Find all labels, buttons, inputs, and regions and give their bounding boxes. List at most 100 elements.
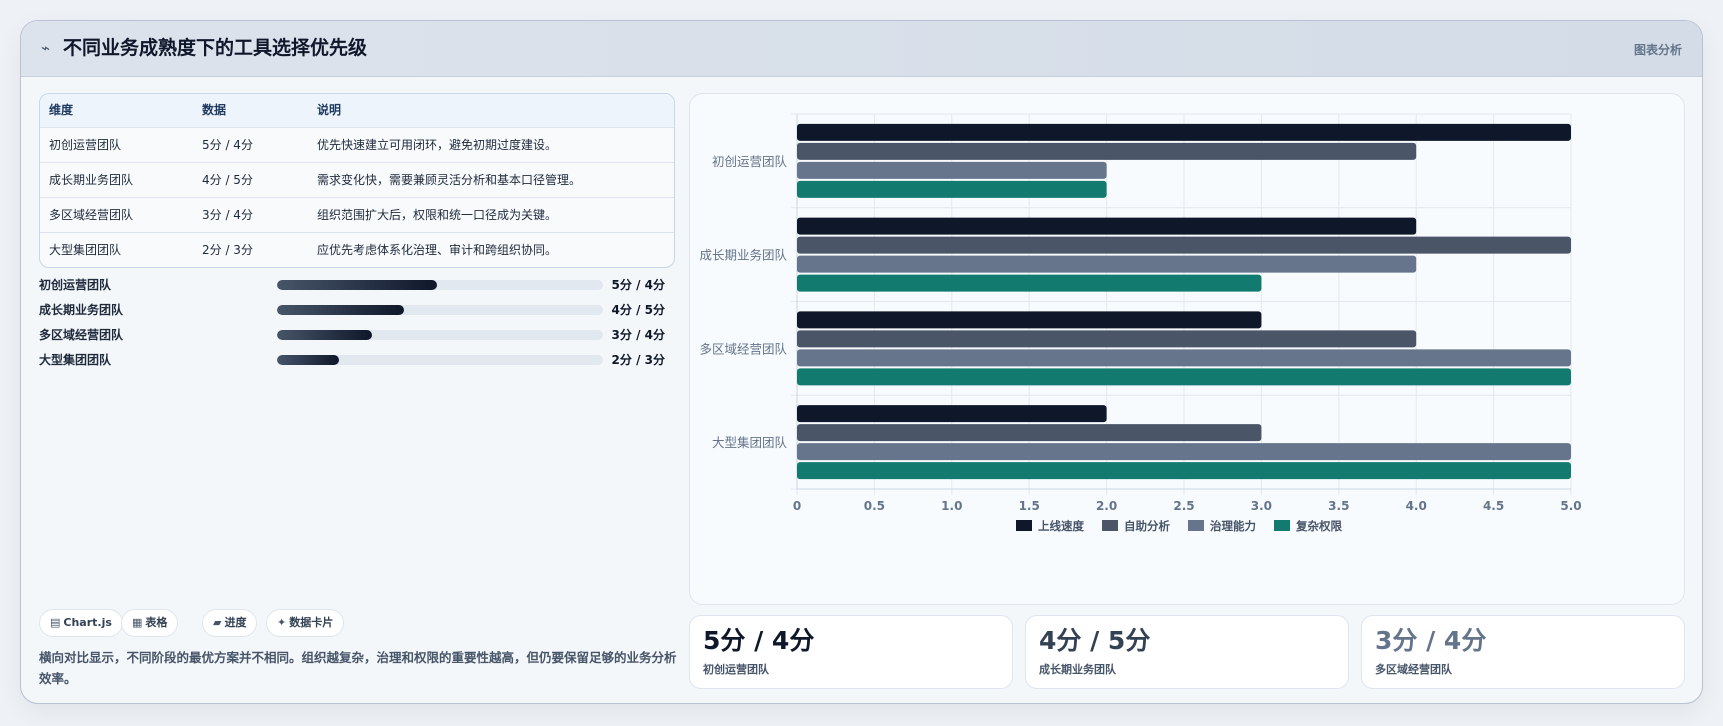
table-cell: 多区域经营团队	[49, 208, 134, 222]
card-icon: ✦	[277, 616, 287, 629]
bar	[797, 405, 1107, 423]
bar	[797, 330, 1417, 348]
chart-card: ⌁ 不同业务成熟度下的工具选择优先级 图表分析 维度 数据 说明 初创运营团队 …	[20, 20, 1703, 704]
trend-icon: ⌁	[41, 39, 51, 57]
bar	[797, 217, 1417, 235]
bar	[797, 236, 1571, 254]
column-header: 维度	[49, 103, 74, 117]
stat-value: 3分 / 4分	[1375, 626, 1487, 655]
table-cell: 应优先考虑体系化治理、审计和跨组织协同。	[317, 243, 558, 257]
bar	[797, 255, 1417, 273]
progress-row: 多区域经营团队 3分 / 4分	[39, 327, 675, 343]
progress-track	[277, 355, 603, 365]
legend-label: 上线速度	[1038, 519, 1084, 533]
chip-chartjs[interactable]: ▤ Chart.js	[39, 609, 123, 637]
summary-note: 横向对比显示，不同阶段的最优方案并不相同。组织越复杂，治理和权限的重要性越高，但…	[39, 650, 677, 686]
table-row: 初创运营团队 5分 / 4分 优先快速建立可用闭环，避免初期过度建设。	[40, 127, 674, 162]
progress-value: 2分 / 3分	[611, 353, 665, 367]
y-tick-label: 多区域经营团队	[699, 341, 787, 356]
progress-fill	[277, 355, 339, 365]
table-cell: 组织范围扩大后，权限和统一口径成为关键。	[317, 208, 558, 222]
legend-swatch	[1274, 520, 1290, 531]
progress-value: 5分 / 4分	[611, 278, 665, 292]
table-cell: 成长期业务团队	[49, 173, 134, 187]
stat-value: 4分 / 5分	[1039, 626, 1151, 655]
data-table: 维度 数据 说明 初创运营团队 5分 / 4分 优先快速建立可用闭环，避免初期过…	[39, 93, 675, 268]
legend-label: 治理能力	[1210, 519, 1256, 533]
progress-fill	[277, 280, 437, 290]
table-cell: 优先快速建立可用闭环，避免初期过度建设。	[317, 138, 558, 152]
chip-label: 进度	[224, 616, 247, 629]
x-tick-label: 5.0	[1560, 499, 1581, 513]
progress-fill	[277, 305, 405, 315]
x-tick-label: 0	[793, 499, 801, 513]
progress-value: 4分 / 5分	[611, 303, 665, 317]
progress-track	[277, 280, 603, 290]
x-tick-label: 0.5	[864, 499, 885, 513]
page-title: 不同业务成熟度下的工具选择优先级	[63, 37, 368, 59]
x-tick-label: 1.0	[941, 499, 962, 513]
legend-swatch	[1102, 520, 1118, 531]
header-subtitle: 图表分析	[1633, 43, 1682, 57]
progress-label: 大型集团团队	[39, 353, 112, 367]
stat-label: 成长期业务团队	[1039, 663, 1116, 676]
x-tick-label: 4.0	[1406, 499, 1427, 513]
bar	[797, 180, 1107, 198]
table-cell: 需求变化快，需要兼顾灵活分析和基本口径管理。	[317, 173, 582, 187]
progress-row: 大型集团团队 2分 / 3分	[39, 352, 675, 368]
table-cell: 2分 / 3分	[202, 243, 253, 257]
table-row: 多区域经营团队 3分 / 4分 组织范围扩大后，权限和统一口径成为关键。	[40, 197, 674, 232]
progress-fill	[277, 330, 372, 340]
y-tick-label: 大型集团团队	[712, 435, 788, 450]
chip-progress[interactable]: ▰ 进度	[202, 609, 258, 637]
table-cell: 大型集团团队	[49, 243, 122, 257]
chip-label: Chart.js	[63, 616, 112, 629]
stat-value: 5分 / 4分	[703, 626, 815, 655]
x-tick-label: 2.5	[1173, 499, 1194, 513]
bar-chart: 0 0.5 1.0 1.5 2.0 2.5 3.0 3.5 4.0 4.5 5.0 初创运营团队成长期…	[699, 113, 1582, 533]
bar	[797, 349, 1571, 367]
progress-track	[277, 330, 603, 340]
progress-value: 3分 / 4分	[611, 328, 665, 342]
chip-label: 表格	[145, 616, 168, 629]
table-cell: 4分 / 5分	[202, 173, 253, 187]
legend-label: 自助分析	[1124, 519, 1170, 533]
chip-data-card[interactable]: ✦ 数据卡片	[266, 609, 345, 637]
legend-label: 复杂权限	[1295, 519, 1342, 533]
progress-track	[277, 305, 603, 315]
y-tick-label: 成长期业务团队	[699, 248, 787, 263]
bar	[797, 123, 1571, 141]
column-header: 数据	[202, 103, 227, 117]
bar	[797, 274, 1262, 292]
stat-label: 初创运营团队	[703, 663, 769, 676]
x-tick-label: 1.5	[1019, 499, 1040, 513]
table-row: 大型集团团队 2分 / 3分 应优先考虑体系化治理、审计和跨组织协同。	[40, 232, 674, 267]
x-tick-label: 3.0	[1251, 499, 1272, 513]
y-tick-label: 初创运营团队	[712, 154, 788, 169]
bar	[797, 443, 1571, 461]
x-tick-label: 4.5	[1483, 499, 1504, 513]
bar	[797, 311, 1262, 329]
progress-row: 初创运营团队 5分 / 4分	[39, 277, 675, 293]
bar	[797, 424, 1262, 442]
x-tick-label: 2.0	[1096, 499, 1117, 513]
chip-label: 数据卡片	[289, 616, 334, 629]
progress-icon: ▰	[213, 616, 222, 629]
stat-label: 多区域经营团队	[1375, 663, 1452, 676]
table-cell: 初创运营团队	[49, 138, 122, 152]
stat-card: 5分 / 4分 初创运营团队	[689, 615, 1013, 689]
chip-table[interactable]: ▦ 表格	[121, 609, 179, 637]
legend-swatch	[1188, 520, 1204, 531]
progress-label: 成长期业务团队	[39, 303, 124, 317]
stat-card: 4分 / 5分 成长期业务团队	[1025, 615, 1349, 689]
bar	[797, 368, 1571, 386]
progress-label: 初创运营团队	[39, 278, 112, 292]
column-header: 说明	[317, 103, 342, 117]
table-icon: ▦	[132, 616, 143, 629]
table-row: 成长期业务团队 4分 / 5分 需求变化快，需要兼顾灵活分析和基本口径管理。	[40, 162, 674, 197]
table-cell: 5分 / 4分	[202, 138, 253, 152]
stat-card: 3分 / 4分 多区域经营团队	[1361, 615, 1685, 689]
legend-swatch	[1016, 520, 1032, 531]
progress-label: 多区域经营团队	[39, 328, 124, 342]
bar	[797, 161, 1107, 179]
